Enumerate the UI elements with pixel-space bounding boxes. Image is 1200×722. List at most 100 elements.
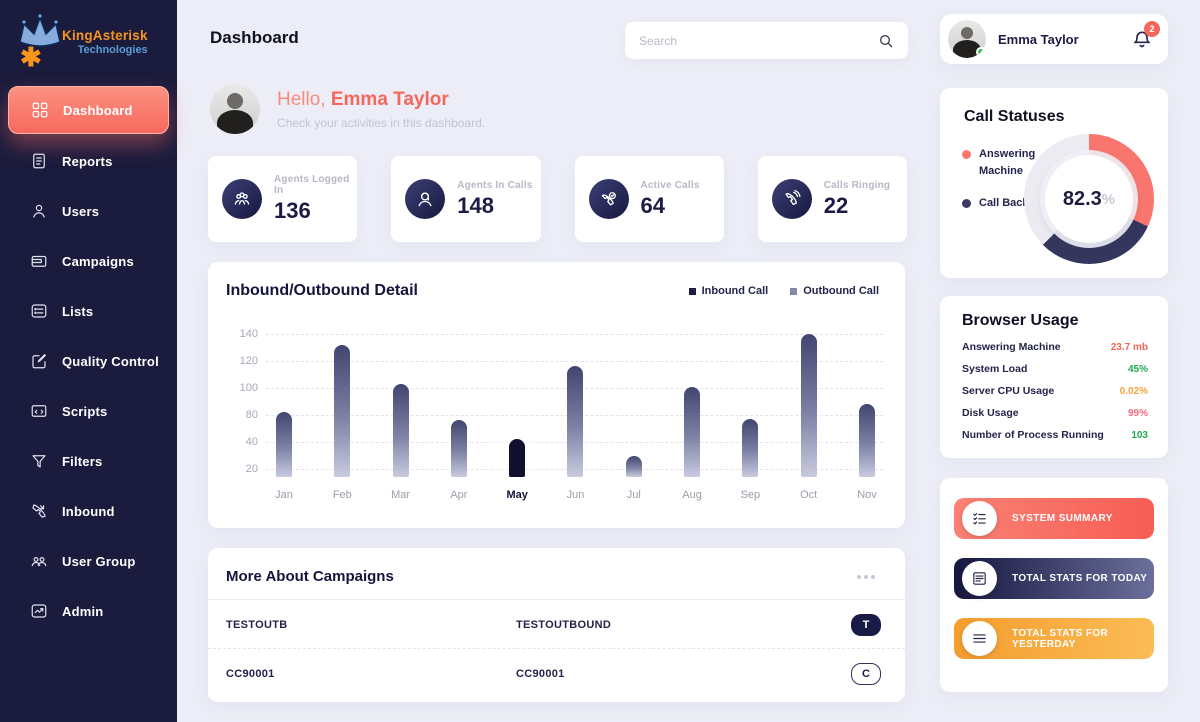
- bar-shape: [509, 439, 526, 477]
- gridline: [266, 361, 883, 362]
- bar-shape: [800, 334, 817, 477]
- campaign-col1: TESTOUTB: [226, 619, 288, 631]
- chart-legend: Inbound Call Outbound Call: [688, 285, 879, 297]
- search-box: [625, 22, 908, 59]
- x-axis-label: Aug: [682, 489, 702, 501]
- profile-name: Emma Taylor: [998, 31, 1079, 47]
- bar-jun[interactable]: Jun: [565, 334, 585, 501]
- browser-usage-row: System Load 45%: [940, 358, 1168, 380]
- usage-value: 99%: [1127, 407, 1148, 419]
- sidebar-item-inbound[interactable]: Inbound: [0, 486, 177, 536]
- action-label: SYSTEM SUMMARY: [1012, 513, 1113, 524]
- sidebar-item-campaigns[interactable]: Campaigns: [0, 236, 177, 286]
- usage-value: 23.7 mb: [1110, 341, 1148, 353]
- sidebar-item-dashboard[interactable]: Dashboard: [8, 86, 169, 134]
- sidebar-item-label: Lists: [62, 303, 94, 319]
- bar-apr[interactable]: Apr: [449, 334, 469, 501]
- sidebar-item-admin[interactable]: Admin: [0, 586, 177, 636]
- calls-ringing-icon: [785, 190, 801, 206]
- x-axis-label: Jun: [566, 489, 585, 501]
- browser-usage-row: Number of Process Running 103: [940, 424, 1168, 446]
- bar-shape: [334, 344, 351, 477]
- browser-usage-card: Browser Usage Answering Machine 23.7 mb Sy…: [940, 296, 1168, 458]
- bar-nov[interactable]: Nov: [857, 334, 877, 501]
- greeting-text: Hello, Emma Taylor: [277, 88, 449, 110]
- notifications-bell[interactable]: 2: [1132, 21, 1160, 49]
- sidebar-nav: Dashboard Reports Users Campaigns Lists Quali…: [0, 86, 177, 636]
- browser-usage-row: Disk Usage 99%: [940, 402, 1168, 424]
- x-axis-label: Apr: [450, 489, 468, 501]
- more-options-icon[interactable]: [853, 571, 879, 583]
- bars-area: Jan Feb Mar Apr May Jun Jul Aug Sep Oct Nov: [274, 334, 877, 501]
- status-legend-call-back: Call Back: [962, 195, 1045, 212]
- dashboard-icon: [32, 102, 48, 118]
- legend-item-inbound-call: Inbound Call: [688, 285, 768, 297]
- sidebar-item-scripts[interactable]: Scripts: [0, 386, 177, 436]
- sidebar-item-lists[interactable]: Lists: [0, 286, 177, 336]
- gridline: [266, 334, 883, 335]
- call-statuses-donut: 82.3%: [1024, 134, 1154, 264]
- inbound-outbound-chart-card: Inbound/Outbound Detail Inbound Call Outb…: [208, 262, 905, 528]
- profile-card[interactable]: Emma Taylor 2: [940, 14, 1168, 64]
- search-icon[interactable]: [878, 33, 894, 49]
- button-system-summary[interactable]: SYSTEM SUMMARY: [954, 498, 1154, 539]
- y-axis-tick: 40: [245, 436, 258, 448]
- button-total-stats-for-yesterday[interactable]: TOTAL STATS FOR YESTERDAY: [954, 618, 1154, 659]
- stat-value: 136: [274, 198, 311, 223]
- bar-mar[interactable]: Mar: [391, 334, 411, 501]
- sidebar-item-label: Quality Control: [62, 353, 159, 369]
- campaign-badge[interactable]: C: [851, 663, 881, 685]
- sidebar-item-label: Users: [62, 203, 100, 219]
- stat-card-agents-logged-in: Agents Logged In 136: [208, 156, 358, 242]
- bar-shape: [742, 419, 759, 477]
- action-label: TOTAL STATS FOR YESTERDAY: [1012, 627, 1109, 650]
- status-legend-answering-machine: Answering Machine: [962, 146, 1045, 179]
- bar-oct[interactable]: Oct: [799, 334, 819, 501]
- sidebar-item-users[interactable]: Users: [0, 186, 177, 236]
- donut-percent-sign: %: [1101, 190, 1116, 208]
- bell-icon: [1133, 31, 1151, 48]
- status-legend-label: Call Back: [979, 197, 1029, 209]
- bar-aug[interactable]: Aug: [682, 334, 702, 501]
- online-status-dot: [976, 47, 986, 57]
- sidebar-item-quality-control[interactable]: Quality Control: [0, 336, 177, 386]
- greeting-block: Hello, Emma Taylor Check your activities…: [210, 84, 485, 134]
- campaign-row: CC90001 CC90001 C: [208, 648, 905, 697]
- sidebar-item-user-group[interactable]: User Group: [0, 536, 177, 586]
- stat-card-active-calls: Active Calls 64: [574, 156, 724, 242]
- bar-shape: [450, 420, 467, 477]
- action-label: TOTAL STATS FOR TODAY: [1012, 573, 1148, 584]
- sidebar-item-reports[interactable]: Reports: [0, 136, 177, 186]
- status-legend-label: Answering Machine: [979, 148, 1036, 177]
- button-total-stats-for-today[interactable]: TOTAL STATS FOR TODAY: [954, 558, 1154, 599]
- campaign-col2: TESTOUTBOUND: [516, 619, 612, 631]
- menu-icon: [962, 621, 997, 656]
- search-input[interactable]: [639, 33, 878, 48]
- notification-badge: 2: [1144, 21, 1160, 37]
- stat-value: 22: [823, 192, 849, 218]
- lists-icon: [31, 304, 47, 318]
- legend-swatch-icon: [790, 287, 798, 295]
- campaign-badge[interactable]: T: [851, 614, 881, 636]
- x-axis-label: Jan: [275, 489, 293, 501]
- campaign-col1: CC90001: [226, 668, 275, 680]
- bar-may[interactable]: May: [485, 334, 550, 501]
- usage-label: Server CPU Usage: [962, 385, 1055, 397]
- active-calls-icon: [588, 179, 629, 219]
- x-axis-label: May: [506, 489, 528, 501]
- sidebar-item-filters[interactable]: Filters: [0, 436, 177, 486]
- stat-card-agents-in-calls: Agents In Calls 148: [391, 156, 541, 242]
- y-axis-tick: 80: [245, 409, 258, 421]
- legend-dot-icon: [962, 150, 971, 159]
- sidebar-item-label: Scripts: [62, 403, 108, 419]
- x-axis-label: Oct: [800, 489, 818, 501]
- bar-feb[interactable]: Feb: [332, 334, 352, 501]
- bar-jan[interactable]: Jan: [274, 334, 294, 501]
- legend-swatch-icon: [688, 287, 696, 295]
- user-group-icon: [31, 557, 47, 567]
- bar-sep[interactable]: Sep: [740, 334, 760, 501]
- stat-label: Calls Ringing: [823, 179, 891, 191]
- legend-item-outbound-call: Outbound Call: [790, 285, 879, 297]
- bar-jul[interactable]: Jul: [624, 334, 644, 501]
- sidebar-item-label: Inbound: [62, 503, 115, 519]
